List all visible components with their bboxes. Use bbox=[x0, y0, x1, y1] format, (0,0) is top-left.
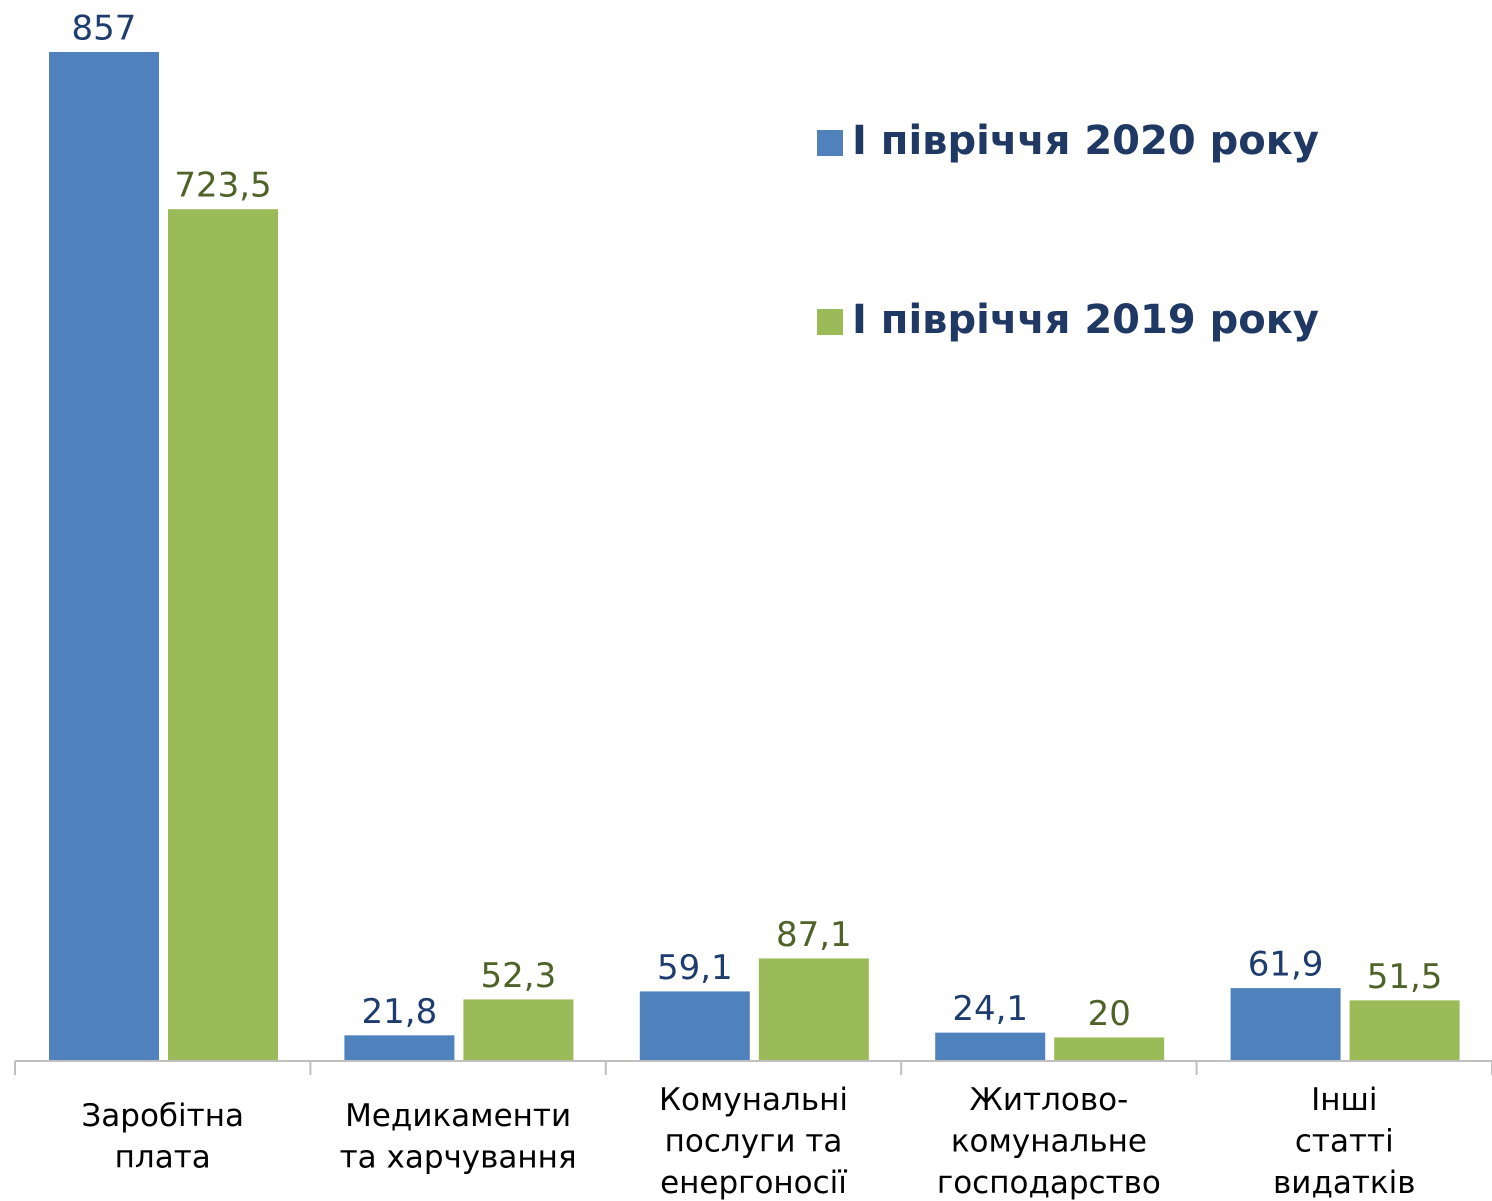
x-tick-label: Комунальні послуги та енергоносії bbox=[659, 1082, 848, 1201]
value-label: 24,1 bbox=[952, 989, 1028, 1029]
bar bbox=[639, 991, 750, 1061]
x-tick-label: Житлово-комунальне господарство bbox=[937, 1082, 1161, 1201]
bar bbox=[168, 209, 278, 1061]
value-label: 59,1 bbox=[657, 948, 733, 988]
legend-label: I півріччя 2019 року bbox=[852, 297, 1319, 343]
bar bbox=[344, 1035, 455, 1061]
bar bbox=[1349, 1000, 1460, 1061]
value-label: 857 bbox=[72, 9, 137, 49]
bar bbox=[935, 1032, 1046, 1061]
x-tick-label: Інші статті видатків bbox=[1273, 1082, 1416, 1201]
value-label: 51,5 bbox=[1367, 957, 1443, 997]
legend-swatch bbox=[817, 130, 843, 156]
bar bbox=[1230, 988, 1341, 1061]
bar bbox=[1054, 1037, 1165, 1061]
value-label: 52,3 bbox=[481, 956, 557, 996]
value-label: 20 bbox=[1088, 994, 1131, 1034]
bar bbox=[49, 52, 159, 1061]
legend-swatch bbox=[817, 309, 843, 335]
value-label: 21,8 bbox=[362, 992, 438, 1032]
value-label: 723,5 bbox=[174, 166, 271, 206]
legend-label: I півріччя 2020 року bbox=[852, 118, 1319, 164]
value-label: 87,1 bbox=[776, 915, 852, 955]
bar bbox=[758, 958, 869, 1061]
x-tick-label: Медикаменти та харчування bbox=[340, 1098, 577, 1176]
bar bbox=[463, 999, 574, 1061]
value-label: 61,9 bbox=[1248, 945, 1324, 985]
x-tick-label: Заробітна плата bbox=[81, 1098, 244, 1176]
